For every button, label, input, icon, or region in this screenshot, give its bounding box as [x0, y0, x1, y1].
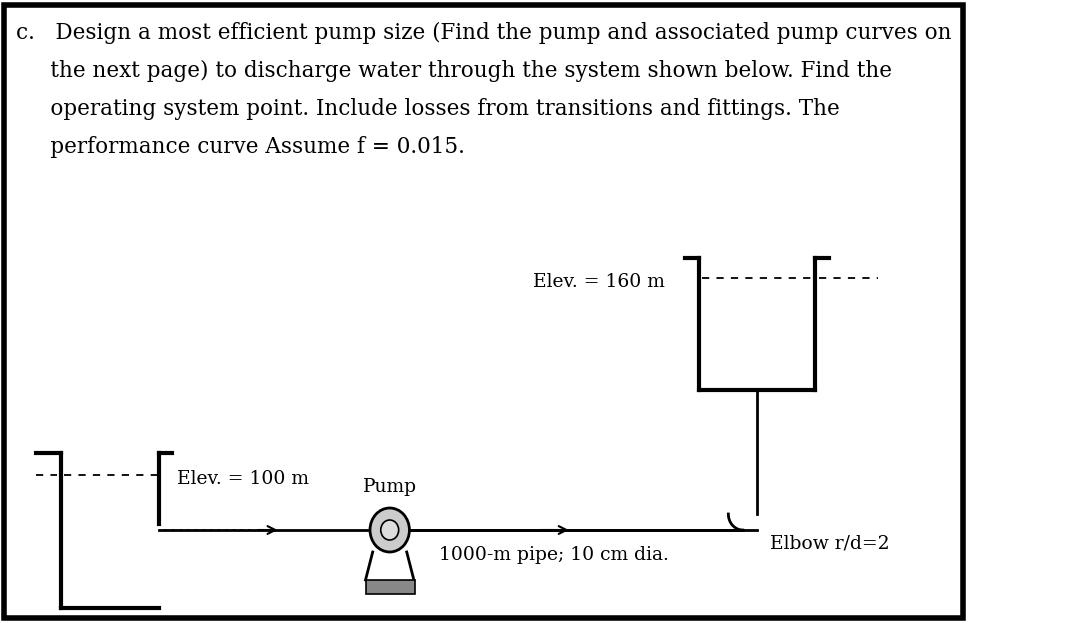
- Text: Elbow r/d=2: Elbow r/d=2: [770, 535, 889, 553]
- Text: operating system point. Include losses from transitions and fittings. The: operating system point. Include losses f…: [16, 98, 840, 120]
- Bar: [365, 580, 415, 594]
- Circle shape: [370, 508, 409, 552]
- Text: performance curve Assume f = 0.015.: performance curve Assume f = 0.015.: [16, 136, 465, 158]
- Text: Elev. = 160 m: Elev. = 160 m: [534, 273, 665, 291]
- Text: c.   Design a most efficient pump size (Find the pump and associated pump curves: c. Design a most efficient pump size (Fi…: [16, 22, 951, 44]
- Text: Elev. = 100 m: Elev. = 100 m: [177, 470, 309, 488]
- Text: Pump: Pump: [363, 478, 417, 496]
- Text: 1000-m pipe; 10 cm dia.: 1000-m pipe; 10 cm dia.: [438, 546, 669, 564]
- Circle shape: [381, 520, 399, 540]
- Text: the next page) to discharge water through the system shown below. Find the: the next page) to discharge water throug…: [16, 60, 892, 82]
